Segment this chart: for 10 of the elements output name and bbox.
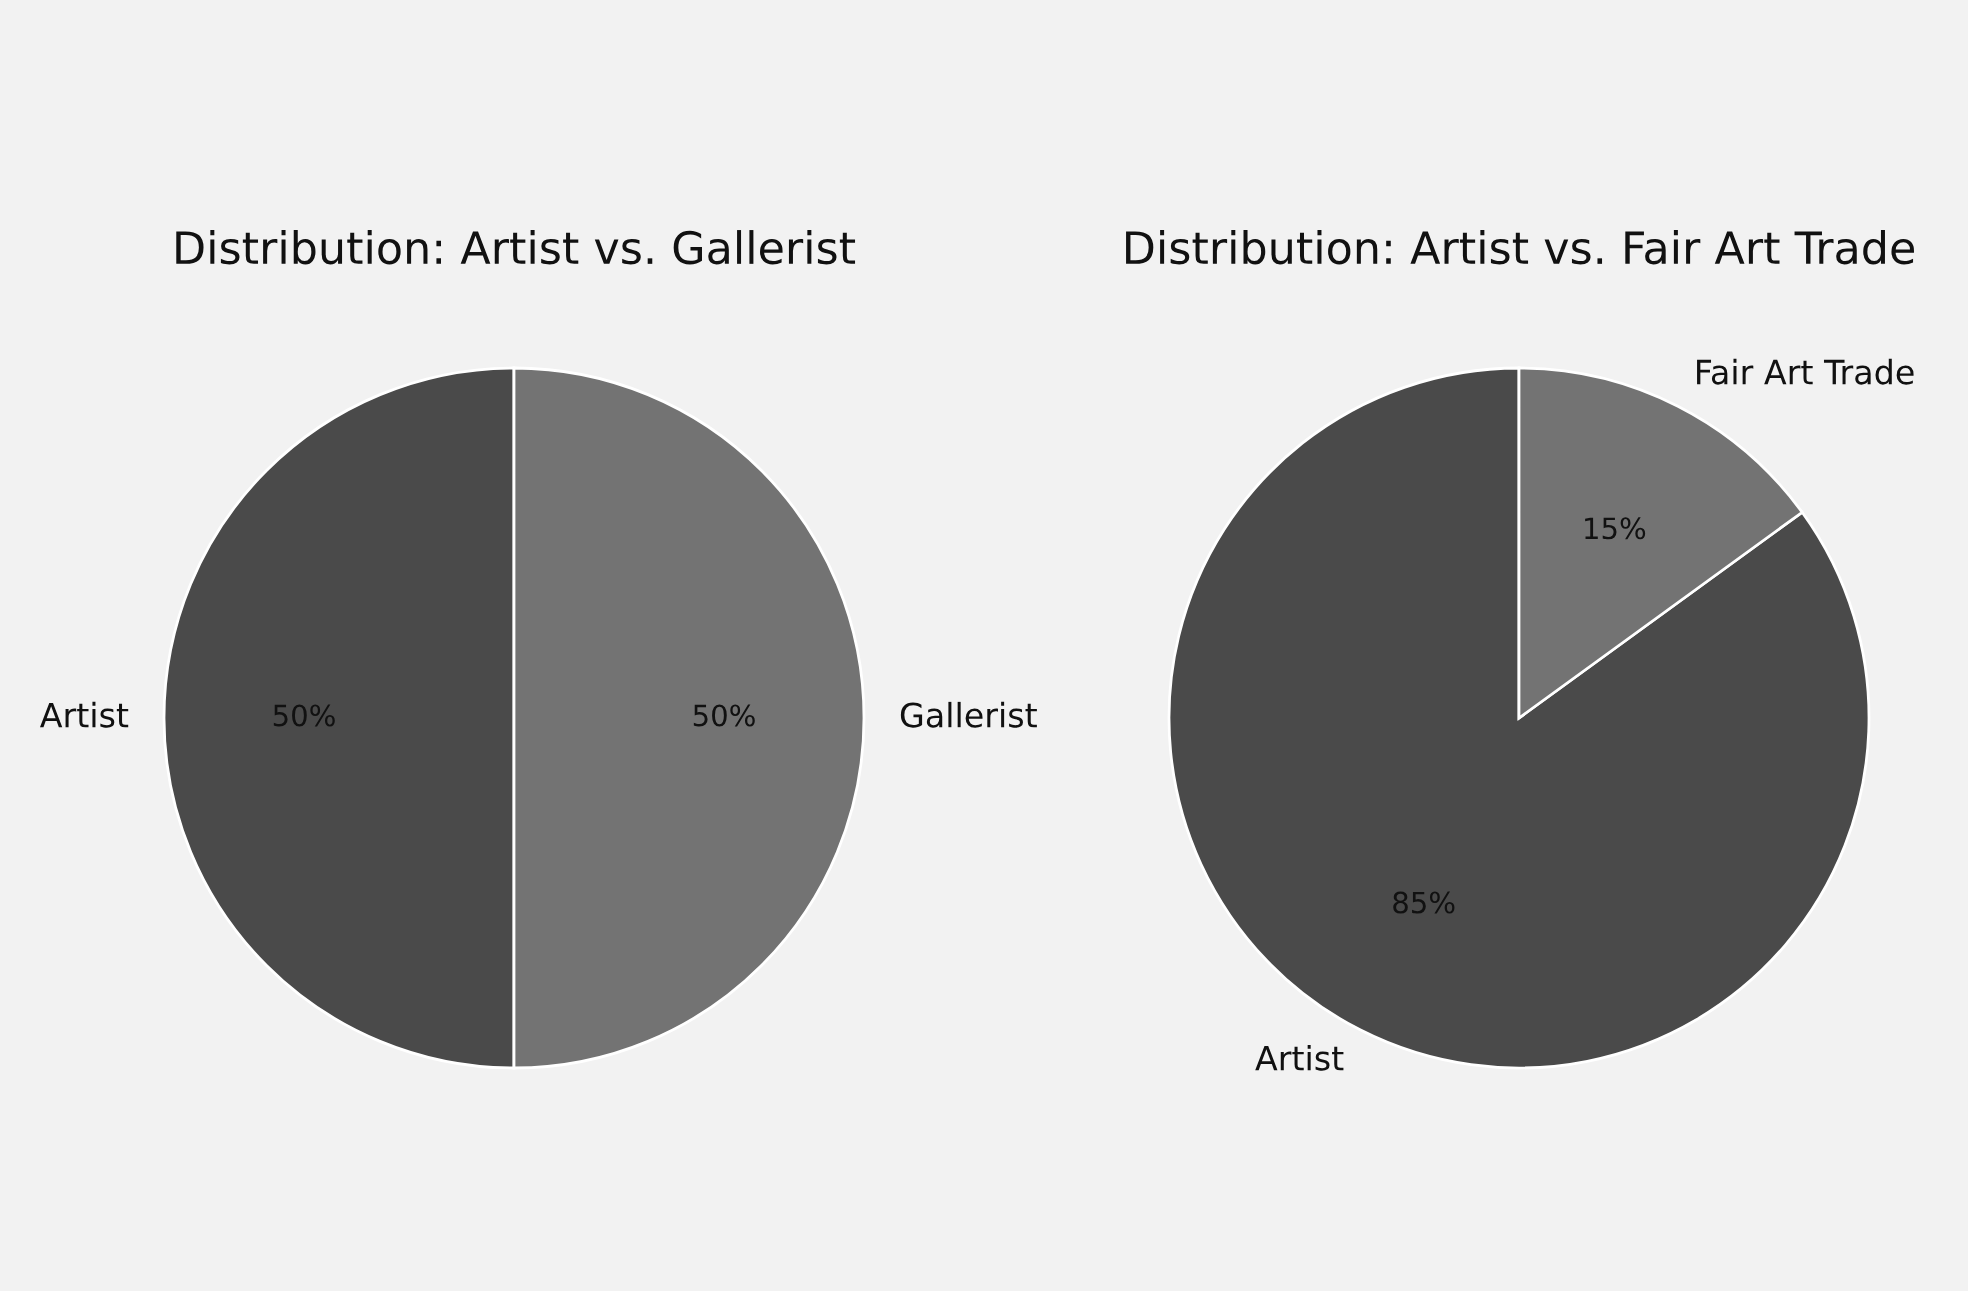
data-label: 15%: [1585, 517, 1646, 540]
chart-title: Distribution: Artist vs. Gallerist: [176, 230, 856, 265]
chart-title: Distribution: Artist vs. Fair Art Trade: [1126, 230, 1914, 265]
slice-label: Artist: [1255, 1044, 1344, 1071]
slice-label: Gallerist: [900, 701, 1037, 728]
slice-label: Fair Art Trade: [1697, 358, 1914, 385]
data-label: 50%: [693, 704, 755, 727]
slice-label: Artist: [39, 701, 129, 728]
data-label: 50%: [273, 704, 335, 727]
data-label: 85%: [1393, 891, 1455, 914]
